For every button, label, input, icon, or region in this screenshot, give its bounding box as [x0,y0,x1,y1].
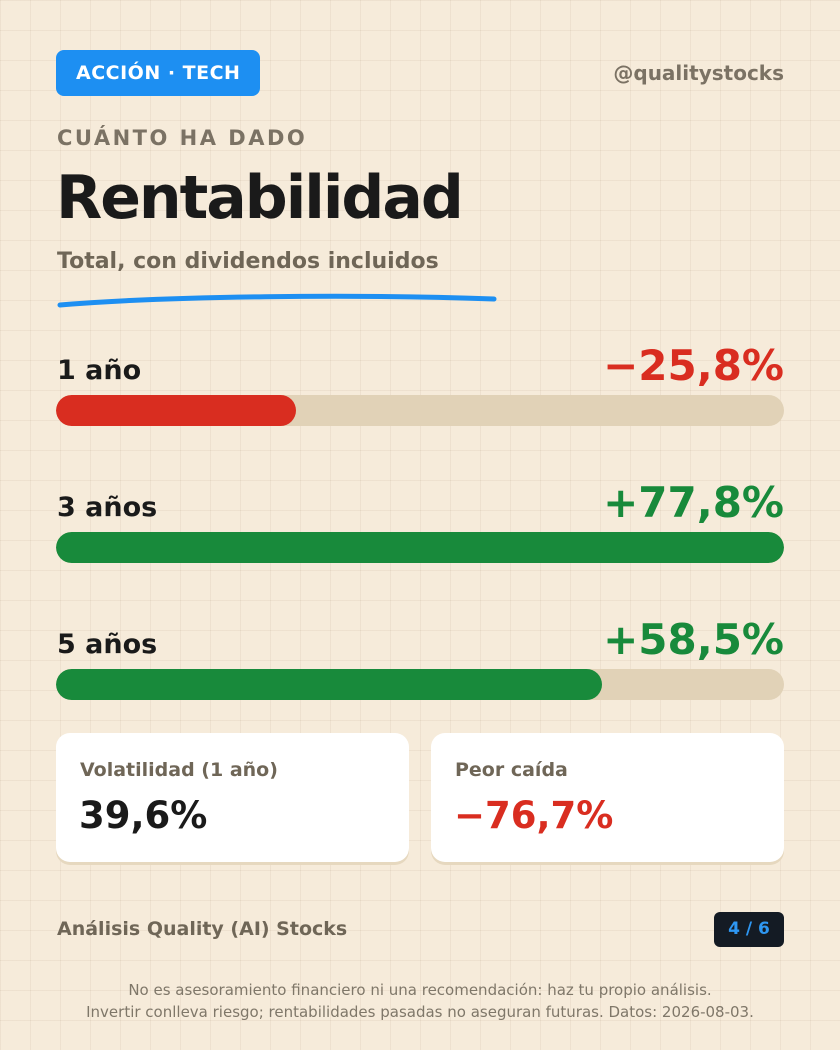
footer-brand: Análisis Quality (AI) Stocks [57,918,348,940]
volatility-value: 39,6% [79,794,208,837]
return-value: +77,8% [603,478,784,527]
return-value: −25,8% [603,341,784,390]
return-period-label: 3 años [57,492,158,523]
disclaimer-line-1: No es asesoramiento financiero ni una re… [128,981,712,999]
volatility-card: Volatilidad (1 año) 39,6% [56,733,409,862]
return-bar-fill [56,395,297,426]
return-bar-fill [56,669,602,700]
return-value: +58,5% [603,615,784,664]
return-bar-track [56,669,784,700]
disclaimer-line-2: Invertir conlleva riesgo; rentabilidades… [86,1003,754,1021]
drawdown-value: −76,7% [454,794,614,837]
section-kicker: CUÁNTO HA DADO [57,126,308,150]
return-bar-track [56,532,784,563]
category-tag: ACCIÓN · TECH [56,50,261,96]
return-period-label: 1 año [57,355,142,386]
return-bar-track [56,395,784,426]
volatility-label: Volatilidad (1 año) [80,759,278,781]
page-title: Rentabilidad [56,163,464,233]
return-row-3-years: 3 años +77,8% [56,473,784,563]
return-row-5-years: 5 años +58,5% [56,610,784,700]
drawdown-label: Peor caída [455,759,568,781]
return-period-label: 5 años [57,629,158,660]
account-handle: @qualitystocks [613,61,784,85]
return-row-1-year: 1 año −25,8% [56,336,784,426]
page-indicator: 4 / 6 [714,912,784,947]
return-bar-fill [56,532,784,563]
drawdown-card: Peor caída −76,7% [431,733,784,862]
title-underline [57,293,497,308]
page-subtitle: Total, con dividendos incluidos [57,249,439,274]
